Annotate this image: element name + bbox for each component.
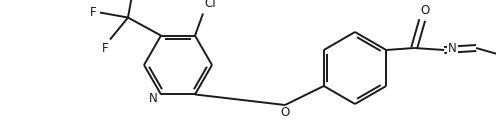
- Text: N: N: [149, 92, 157, 105]
- Text: Cl: Cl: [204, 0, 216, 10]
- Text: N: N: [448, 42, 457, 55]
- Text: O: O: [280, 107, 290, 120]
- Text: F: F: [90, 6, 96, 19]
- Text: O: O: [421, 5, 430, 18]
- Text: F: F: [102, 42, 108, 55]
